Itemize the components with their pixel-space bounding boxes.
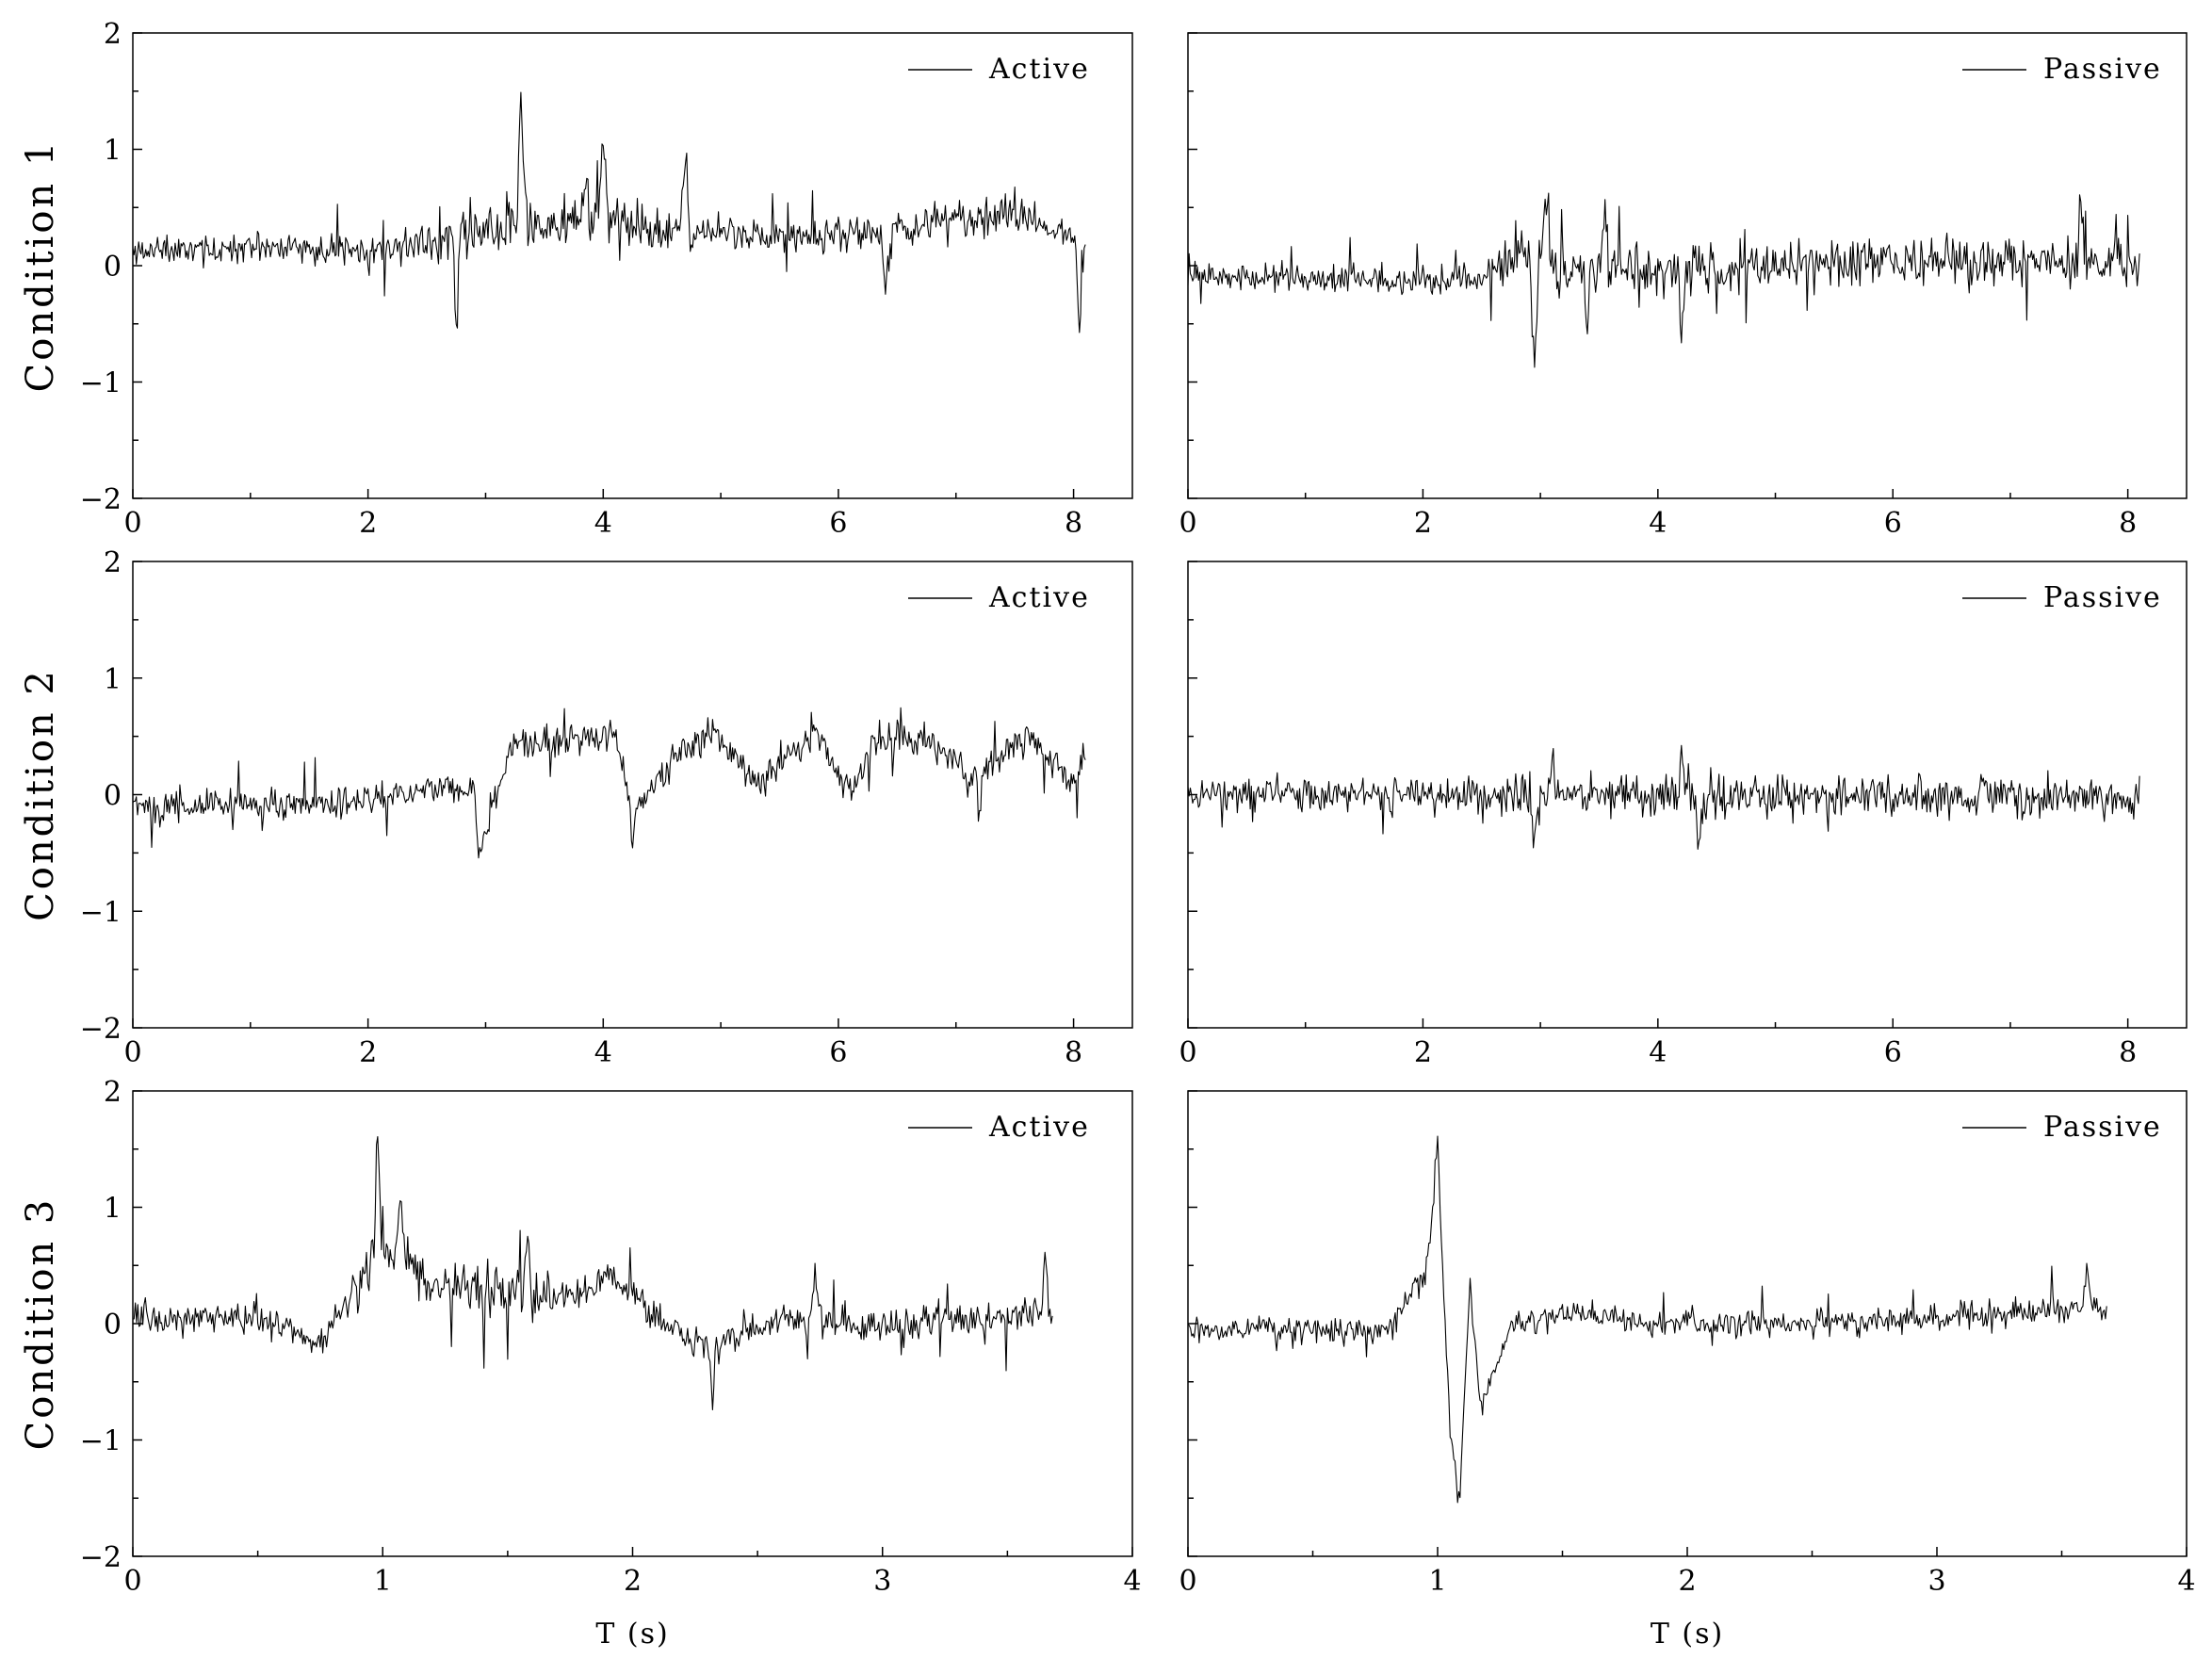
legend-label: Passive: [2043, 53, 2162, 86]
y-tick-label: 1: [104, 1193, 122, 1226]
condition-1-passive-panel: 0 2 4 6 8 Passive: [1179, 32, 2188, 540]
x-tick-label: 6: [829, 507, 847, 540]
x-tick-label: 8: [2119, 507, 2137, 540]
y-tick-label: −1: [80, 896, 122, 929]
x-tick-label: 2: [359, 1036, 377, 1069]
condition-3-passive-series-line: [1187, 1135, 2107, 1504]
y-tick-label: 0: [104, 251, 122, 284]
condition-2-active-series-line: [132, 707, 1086, 859]
y-tick-label: −1: [80, 367, 122, 400]
x-tick-label: 2: [1678, 1565, 1696, 1598]
y-tick-label: 0: [104, 780, 122, 813]
x-tick-label: 2: [1414, 507, 1432, 540]
condition-1-passive-series-line: [1187, 192, 2140, 368]
legend-label: Active: [988, 1111, 1090, 1144]
y-tick-label: −2: [80, 1013, 122, 1046]
x-tick-label: 0: [1179, 1036, 1196, 1069]
x-tick-label: 4: [2177, 1565, 2195, 1598]
y-tick-label: 0: [104, 1309, 122, 1342]
x-tick-label: 1: [1428, 1565, 1446, 1598]
x-tick-label: 8: [2119, 1036, 2137, 1069]
x-tick-label: 8: [1065, 1036, 1082, 1069]
x-tick-label: 4: [594, 1036, 612, 1069]
x-tick-label: 1: [374, 1565, 392, 1598]
x-tick-label: 3: [873, 1565, 891, 1598]
legend-label: Passive: [2043, 581, 2162, 614]
y-tick-label: 1: [104, 663, 122, 696]
x-tick-label: 4: [1649, 507, 1667, 540]
condition-3-active-panel: 0 1 2 3 4 −2 −1 0 1 2 Active Condition 3 T (s): [19, 1076, 1142, 1651]
legend-label: Active: [988, 53, 1090, 86]
condition-1-active-series-line: [132, 91, 1086, 333]
x-tick-label: 4: [594, 507, 612, 540]
x-tick-label: 6: [829, 1036, 847, 1069]
y-tick-label: −2: [80, 1541, 122, 1574]
condition-3-active-series-line: [132, 1135, 1053, 1411]
x-tick-label: 0: [123, 1565, 141, 1598]
x-tick-label: 6: [1884, 1036, 1902, 1069]
x-tick-label: 3: [1927, 1565, 1945, 1598]
legend-label: Active: [988, 581, 1090, 614]
y-tick-label: 2: [104, 18, 122, 51]
legend-label: Passive: [2043, 1111, 2162, 1144]
x-tick-label: 0: [1179, 1565, 1196, 1598]
condition-1-active-panel: 0 2 4 6 8 −2 −1 0 1 2 Active Condition 1: [19, 18, 1133, 540]
row-label: Condition 1: [19, 139, 62, 393]
x-tick-label: 6: [1884, 507, 1902, 540]
row-label: Condition 2: [19, 668, 62, 921]
condition-2-active-plot-frame: [132, 561, 1133, 1029]
y-tick-label: 2: [104, 1076, 122, 1109]
x-axis-title: T (s): [595, 1618, 669, 1651]
y-tick-label: −2: [80, 483, 122, 516]
x-tick-label: 0: [123, 507, 141, 540]
condition-2-passive-panel: 0 2 4 6 8 Passive: [1179, 561, 2188, 1069]
x-tick-label: 2: [624, 1565, 642, 1598]
y-tick-label: 2: [104, 546, 122, 579]
condition-1-active-plot-frame: [132, 32, 1133, 499]
x-tick-label: 0: [123, 1036, 141, 1069]
x-tick-label: 8: [1065, 507, 1082, 540]
y-tick-label: −1: [80, 1425, 122, 1458]
condition-3-passive-panel: 0 1 2 3 4 Passive T (s): [1179, 1090, 2196, 1651]
x-axis-title: T (s): [1651, 1618, 1724, 1651]
x-tick-label: 2: [359, 507, 377, 540]
x-tick-label: 0: [1179, 507, 1196, 540]
x-tick-label: 2: [1414, 1036, 1432, 1069]
x-tick-label: 4: [1123, 1565, 1141, 1598]
row-label: Condition 3: [19, 1197, 62, 1451]
y-tick-label: 1: [104, 135, 122, 168]
condition-2-passive-series-line: [1187, 744, 2140, 850]
x-tick-label: 4: [1649, 1036, 1667, 1069]
condition-2-active-panel: 0 2 4 6 8 −2 −1 0 1 2 Active Condition 2: [19, 546, 1133, 1069]
